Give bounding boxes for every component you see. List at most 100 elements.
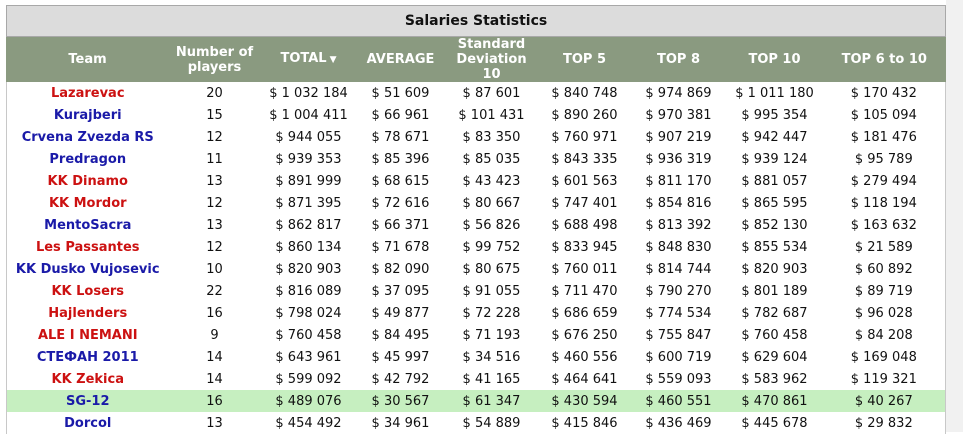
cell-top8: $ 936 319 bbox=[645, 151, 712, 167]
cell-top5: $ 747 401 bbox=[551, 195, 618, 211]
cell-players: 14 bbox=[206, 349, 223, 365]
cell-top6to10: $ 60 892 bbox=[822, 258, 947, 280]
table-row: ALE I NEMANI 9 $ 760 458 $ 84 495 $ 71 193 $ … bbox=[6, 324, 947, 346]
cell-top6to10: $ 181 476 bbox=[822, 126, 947, 148]
column-header-label: Team bbox=[68, 52, 107, 67]
cell-top8: $ 600 719 bbox=[645, 349, 712, 365]
table-row: СТЕФАН 2011 14 $ 643 961 $ 45 997 $ 34 516 $ … bbox=[6, 346, 947, 368]
cell-top6to10: $ 89 719 bbox=[822, 280, 947, 302]
salaries-table: Salaries Statistics Team Number of player… bbox=[5, 5, 947, 434]
cell-top5: $ 711 470 bbox=[551, 283, 618, 299]
cell-top10: $ 852 130 bbox=[741, 217, 808, 233]
team-name: СТЕФАН 2011 bbox=[6, 346, 169, 368]
cell-top5: $ 601 563 bbox=[551, 173, 618, 189]
cell-average: $ 45 997 bbox=[371, 349, 430, 365]
cell-stddev: $ 85 035 bbox=[462, 151, 521, 167]
cell-total: $ 760 458 bbox=[275, 327, 342, 343]
cell-average: $ 85 396 bbox=[371, 151, 430, 167]
cell-top6to10: $ 118 194 bbox=[822, 192, 947, 214]
cell-total: $ 944 055 bbox=[275, 129, 342, 145]
header-row: Team Number of players TOTAL ▼ AVERAGE Standa… bbox=[6, 36, 946, 82]
cell-top6to10: $ 95 789 bbox=[822, 148, 947, 170]
cell-top6to10: $ 40 267 bbox=[822, 390, 947, 412]
column-header-label: TOP 5 bbox=[562, 52, 607, 67]
cell-top10: $ 782 687 bbox=[741, 305, 808, 321]
cell-total: $ 816 089 bbox=[275, 283, 342, 299]
cell-top6to10: $ 96 028 bbox=[822, 302, 947, 324]
cell-average: $ 72 616 bbox=[371, 195, 430, 211]
cell-total: $ 489 076 bbox=[260, 390, 357, 412]
cell-stddev: $ 56 826 bbox=[462, 217, 521, 233]
cell-players: 20 bbox=[206, 85, 223, 101]
cell-players: 13 bbox=[206, 173, 223, 189]
cell-top5: $ 676 250 bbox=[551, 327, 618, 343]
sort-desc-icon[interactable]: ▼ bbox=[329, 55, 337, 65]
cell-stddev: $ 83 350 bbox=[462, 129, 521, 145]
cell-top8: $ 814 744 bbox=[645, 261, 712, 277]
cell-stddev: $ 80 675 bbox=[462, 261, 521, 277]
table-row: KK Zekica 14 $ 599 092 $ 42 792 $ 41 165 $ 46… bbox=[6, 368, 947, 390]
cell-stddev: $ 54 889 bbox=[462, 415, 521, 431]
vertical-scrollbar[interactable] bbox=[946, 0, 963, 432]
team-name: Hajlenders bbox=[6, 302, 169, 324]
column-header-label: TOTAL bbox=[280, 51, 327, 66]
team-name: KK Dinamo bbox=[6, 170, 169, 192]
column-header-top6to10[interactable]: TOP 6 to 10 bbox=[821, 36, 946, 82]
column-header-top10[interactable]: TOP 10 bbox=[726, 36, 823, 82]
cell-top10: $ 470 861 bbox=[726, 390, 823, 412]
cell-players: 11 bbox=[206, 151, 223, 167]
cell-players: 16 bbox=[206, 305, 223, 321]
cell-players: 12 bbox=[206, 195, 223, 211]
cell-top8: $ 854 816 bbox=[645, 195, 712, 211]
team-name: KK Dusko Vujosevic bbox=[6, 258, 169, 280]
cell-top8: $ 436 469 bbox=[645, 415, 712, 431]
cell-top8: $ 813 392 bbox=[645, 217, 712, 233]
cell-top6to10: $ 29 832 bbox=[822, 412, 947, 434]
column-header-average[interactable]: AVERAGE bbox=[356, 36, 445, 82]
cell-average: $ 34 961 bbox=[371, 415, 430, 431]
cell-stddev: $ 80 667 bbox=[462, 195, 521, 211]
column-header-label: TOP 6 to 10 bbox=[841, 52, 927, 67]
cell-stddev: $ 101 431 bbox=[458, 107, 525, 123]
cell-total: $ 1 032 184 bbox=[269, 85, 348, 101]
team-name: SG-12 bbox=[6, 390, 169, 412]
cell-top10: $ 881 057 bbox=[741, 173, 808, 189]
cell-average: $ 66 371 bbox=[371, 217, 430, 233]
team-name: KK Mordor bbox=[6, 192, 169, 214]
column-header-label: Number of players bbox=[175, 44, 254, 75]
column-header-top5[interactable]: TOP 5 bbox=[538, 36, 631, 82]
cell-top5: $ 890 260 bbox=[551, 107, 618, 123]
table-row: Predragon 11 $ 939 353 $ 85 396 $ 85 035 $ 84… bbox=[6, 148, 947, 170]
cell-average: $ 42 792 bbox=[371, 371, 430, 387]
cell-average: $ 30 567 bbox=[356, 390, 445, 412]
cell-top5: $ 464 641 bbox=[551, 371, 618, 387]
cell-top10: $ 942 447 bbox=[741, 129, 808, 145]
team-name: Les Passantes bbox=[6, 236, 169, 258]
cell-top10: $ 801 189 bbox=[741, 283, 808, 299]
cell-players: 22 bbox=[206, 283, 223, 299]
cell-top5: $ 833 945 bbox=[551, 239, 618, 255]
cell-stddev: $ 61 347 bbox=[444, 390, 539, 412]
cell-average: $ 37 095 bbox=[371, 283, 430, 299]
column-header-team[interactable]: Team bbox=[6, 36, 169, 82]
cell-top5: $ 686 659 bbox=[551, 305, 618, 321]
column-header-total[interactable]: TOTAL ▼ bbox=[260, 36, 357, 82]
table-row: Les Passantes 12 $ 860 134 $ 71 678 $ 99 752… bbox=[6, 236, 947, 258]
cell-total: $ 798 024 bbox=[275, 305, 342, 321]
cell-top6to10: $ 279 494 bbox=[822, 170, 947, 192]
column-header-stddev[interactable]: Standard Deviation 10 bbox=[444, 36, 539, 82]
cell-top5: $ 760 011 bbox=[551, 261, 618, 277]
cell-stddev: $ 34 516 bbox=[462, 349, 521, 365]
cell-top10: $ 760 458 bbox=[741, 327, 808, 343]
cell-top5: $ 843 335 bbox=[551, 151, 618, 167]
cell-top5: $ 760 971 bbox=[551, 129, 618, 145]
table-row: Hajlenders 16 $ 798 024 $ 49 877 $ 72 228 $ 6… bbox=[6, 302, 947, 324]
column-header-top8[interactable]: TOP 8 bbox=[630, 36, 727, 82]
cell-top6to10: $ 119 321 bbox=[822, 368, 947, 390]
table-body: Lazarevac 20 $ 1 032 184 $ 51 609 $ 87 601 $ … bbox=[6, 82, 947, 434]
column-header-label: TOP 10 bbox=[748, 52, 801, 67]
column-header-players[interactable]: Number of players bbox=[168, 36, 261, 82]
cell-players: 16 bbox=[168, 390, 261, 412]
cell-players: 9 bbox=[210, 327, 219, 343]
